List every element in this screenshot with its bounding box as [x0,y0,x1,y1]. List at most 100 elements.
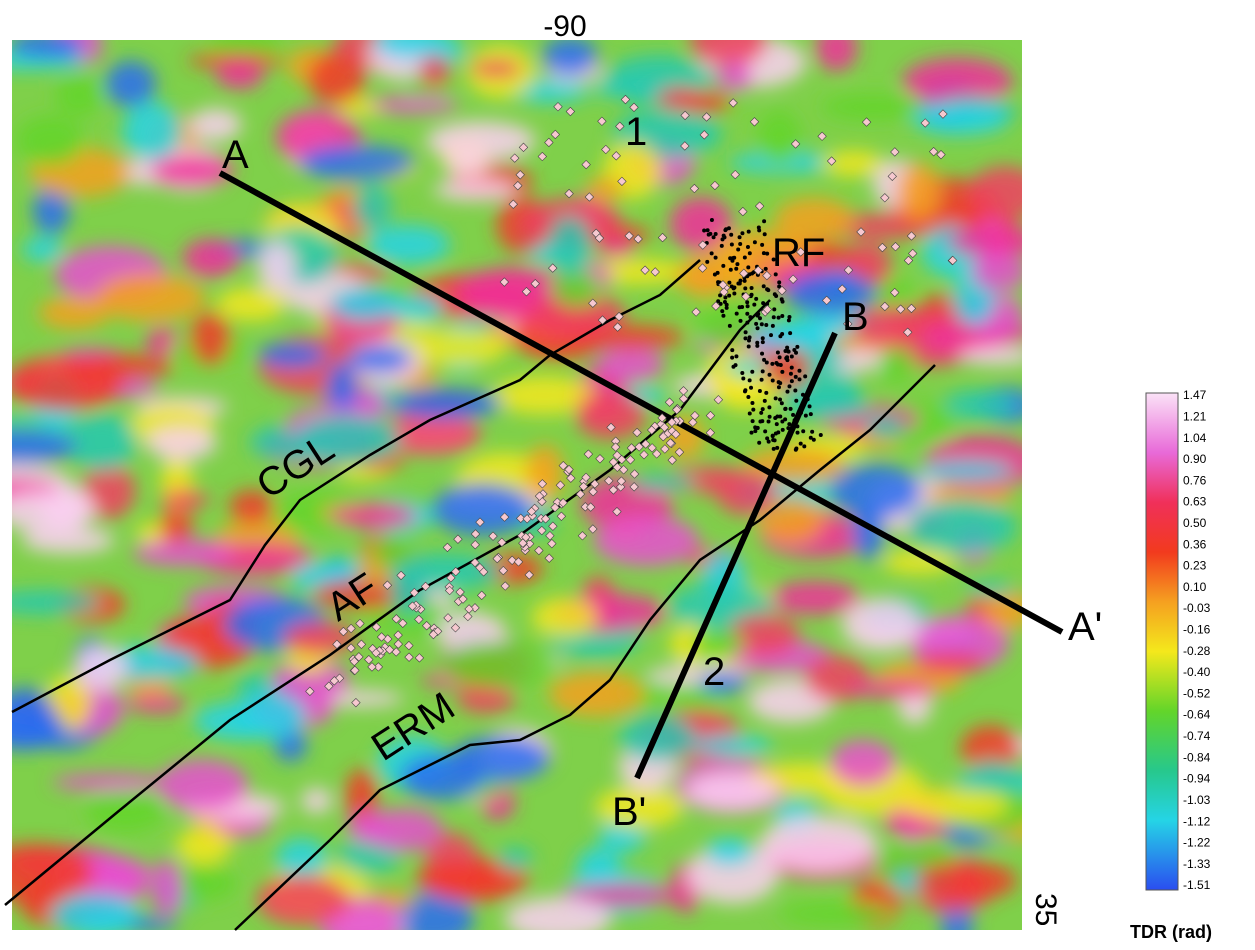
epicenter-dot [750,293,754,297]
label-2: 2 [703,650,725,694]
anomaly-blob [372,26,450,58]
epicenter-dot [747,345,751,349]
epicenter-dot [794,399,798,403]
colorbar-label: 1.21 [1183,409,1207,423]
colorbar-label: -1.22 [1183,836,1211,850]
epicenter-dot [740,305,744,309]
anomaly-blob [8,32,84,58]
epicenter-dot [774,294,778,298]
epicenter-dot [739,279,743,283]
epicenter-dot [769,333,773,337]
epicenter-dot [750,401,754,405]
epicenter-dot [803,374,807,378]
epicenter-dot [799,442,803,446]
epicenter-dot [783,349,787,353]
epicenter-dot [772,447,776,451]
epicenter-dot [714,256,718,260]
epicenter-dot [792,423,796,427]
epicenter-dot [767,440,771,444]
anomaly-blob [371,536,415,568]
epicenter-dot [750,272,754,276]
epicenter-dot [756,326,760,330]
colorbar-labels: 1.471.211.040.900.760.630.500.360.230.10… [1183,388,1211,892]
label-1: 1 [625,110,647,154]
epicenter-dot [765,252,769,256]
epicenter-dot [804,414,808,418]
epicenter-dot [734,363,738,367]
anomaly-blob [705,838,754,866]
epicenter-dot [747,339,751,343]
epicenter-dot [748,315,752,319]
anomaly-blob [258,241,296,293]
epicenter-dot [796,413,800,417]
epicenter-dot [710,218,714,222]
epicenter-dot [812,438,816,442]
anomaly-blob [471,60,522,78]
epicenter-dot [793,418,797,422]
anomaly-blob [915,652,986,674]
epicenter-dot [771,434,775,438]
anomaly-blob [778,902,893,926]
epicenter-dot [732,292,736,296]
epicenter-dot [730,242,734,246]
epicenter-dot [789,407,793,411]
anomaly-blob [400,754,484,800]
anomaly-blob [691,735,773,754]
epicenter-dot [712,235,716,239]
epicenter-dot [794,375,798,379]
colorbar-label: 1.47 [1183,388,1207,402]
epicenter-dot [760,322,764,326]
epicenter-dot [755,344,759,348]
epicenter-dot [770,362,774,366]
epicenter-dot [748,412,752,416]
epicenter-dot [750,431,754,435]
anomaly-blob [105,61,156,107]
colorbar-label: -0.84 [1183,750,1211,764]
epicenter-dot [763,429,767,433]
anomaly-blob [897,162,940,221]
epicenter-dot [730,348,734,352]
epicenter-dot [735,312,739,316]
anomaly-blob [426,121,536,160]
epicenter-dot [716,271,720,275]
epicenter-dot [801,393,805,397]
epicenter-dot [756,314,760,318]
colorbar-label: -0.16 [1183,623,1211,637]
epicenter-dot [790,355,794,359]
anomaly-blob [55,74,103,117]
epicenter-dot [793,388,797,392]
epicenter-dot [789,372,793,376]
epicenter-dot [761,369,765,373]
epicenter-dot [750,286,754,290]
epicenter-dot [785,358,789,362]
anomaly-blob [52,773,167,791]
epicenter-dot [729,268,733,272]
epicenter-dot [780,370,784,374]
epicenter-dot [746,304,750,308]
colorbar-label: 1.04 [1183,431,1207,445]
anomaly-blob [971,252,1028,292]
anomaly-blob [74,645,127,691]
epicenter-dot [745,321,749,325]
epicenter-dot [787,318,791,322]
epicenter-dot [757,228,761,232]
anomaly-blob [308,52,365,105]
colorbar-label: 0.23 [1183,559,1207,573]
epicenter-dot [790,366,794,370]
anomaly-blob [916,861,1017,900]
anomaly-blob [968,166,1042,219]
epicenter-dot [761,336,765,340]
epicenter-dot [751,408,755,412]
epicenter-dot [760,352,764,356]
anomaly-blob [16,116,84,166]
colorbar-label: 0.50 [1183,516,1207,530]
epicenter-dot [804,398,808,402]
anomaly-blob [133,539,235,566]
epicenter-dot [734,354,738,358]
epicenter-dot [721,264,725,268]
epicenter-dot [778,381,782,385]
epicenter-dot [776,363,780,367]
epicenter-dot [721,237,725,241]
anomaly-blob [577,847,621,889]
label-b: B [842,295,869,339]
